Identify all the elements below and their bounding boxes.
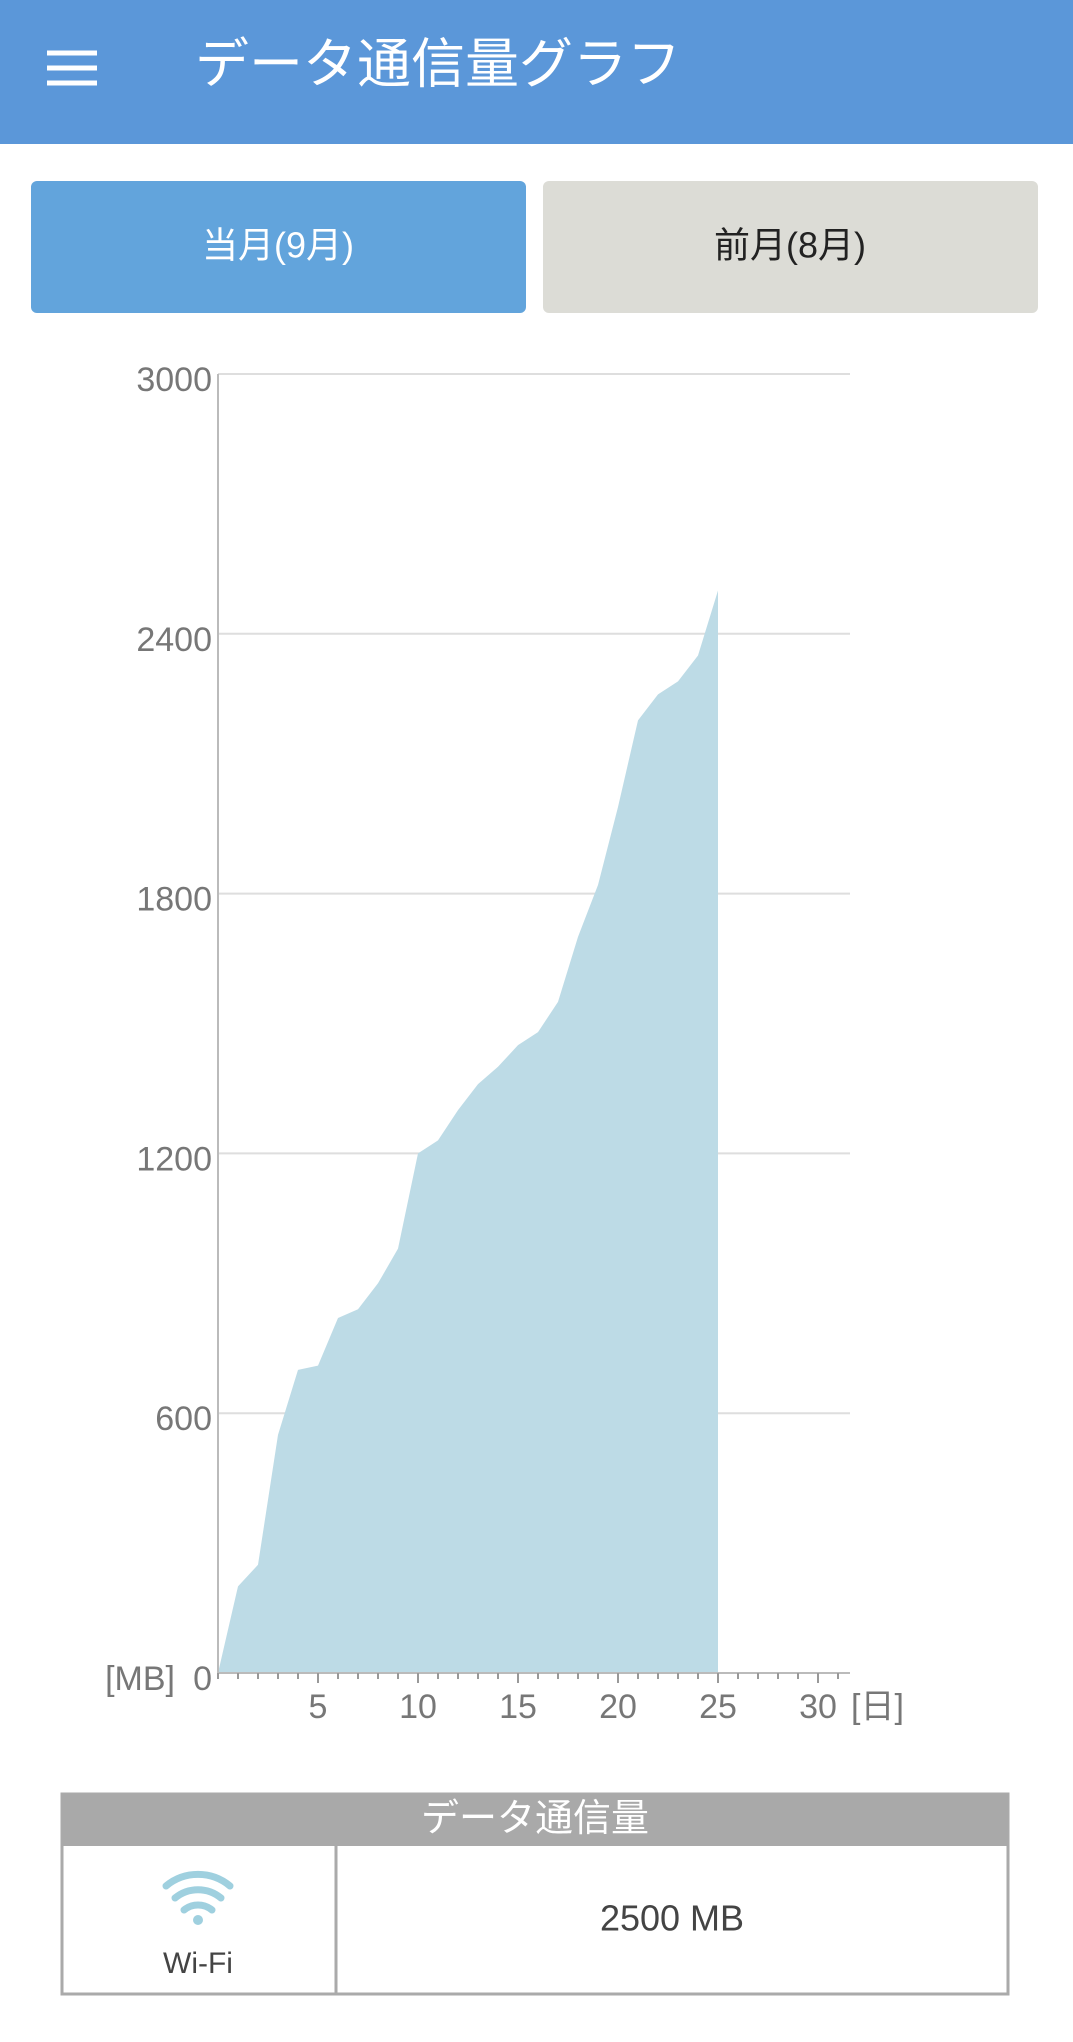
tab-label[interactable]: 当月(9月) — [202, 225, 354, 266]
wifi-icon — [162, 1870, 234, 1925]
app-bar — [0, 0, 1073, 144]
tab-current[interactable] — [31, 181, 526, 313]
x-tick-label: 30 — [799, 1688, 837, 1726]
app-title: データ通信量グラフ — [195, 34, 681, 94]
y-tick-label: 2400 — [136, 621, 212, 659]
y-unit: [MB] — [105, 1660, 175, 1698]
cell-label: Wi-Fi — [163, 1947, 233, 1980]
table-header — [62, 1794, 1008, 1846]
y-tick-label: 1800 — [136, 881, 212, 919]
usage-area — [218, 590, 718, 1673]
x-tick-label: 5 — [309, 1688, 328, 1726]
y-tick-label: 1200 — [136, 1140, 212, 1178]
x-tick-label: 10 — [399, 1688, 437, 1726]
y-tick-label: 3000 — [136, 361, 212, 399]
tab-previous[interactable] — [543, 181, 1038, 313]
y-tick-label: 0 — [193, 1660, 212, 1698]
table-header-text: データ通信量 — [421, 1798, 649, 1840]
menu-button[interactable] — [47, 50, 97, 86]
tab-label[interactable]: 前月(8月) — [714, 225, 866, 266]
y-tick-label: 600 — [155, 1400, 212, 1438]
cell-value: 2500 MB — [600, 1898, 744, 1939]
x-unit: [日] — [851, 1688, 904, 1726]
x-tick-label: 15 — [499, 1688, 537, 1726]
x-tick-label: 20 — [599, 1688, 637, 1726]
chart: 0 600 1200 1800 2400 3000 5 10 15 20 25 30 [日] [MB] — [105, 361, 904, 1726]
x-tick-label: 25 — [699, 1688, 737, 1726]
